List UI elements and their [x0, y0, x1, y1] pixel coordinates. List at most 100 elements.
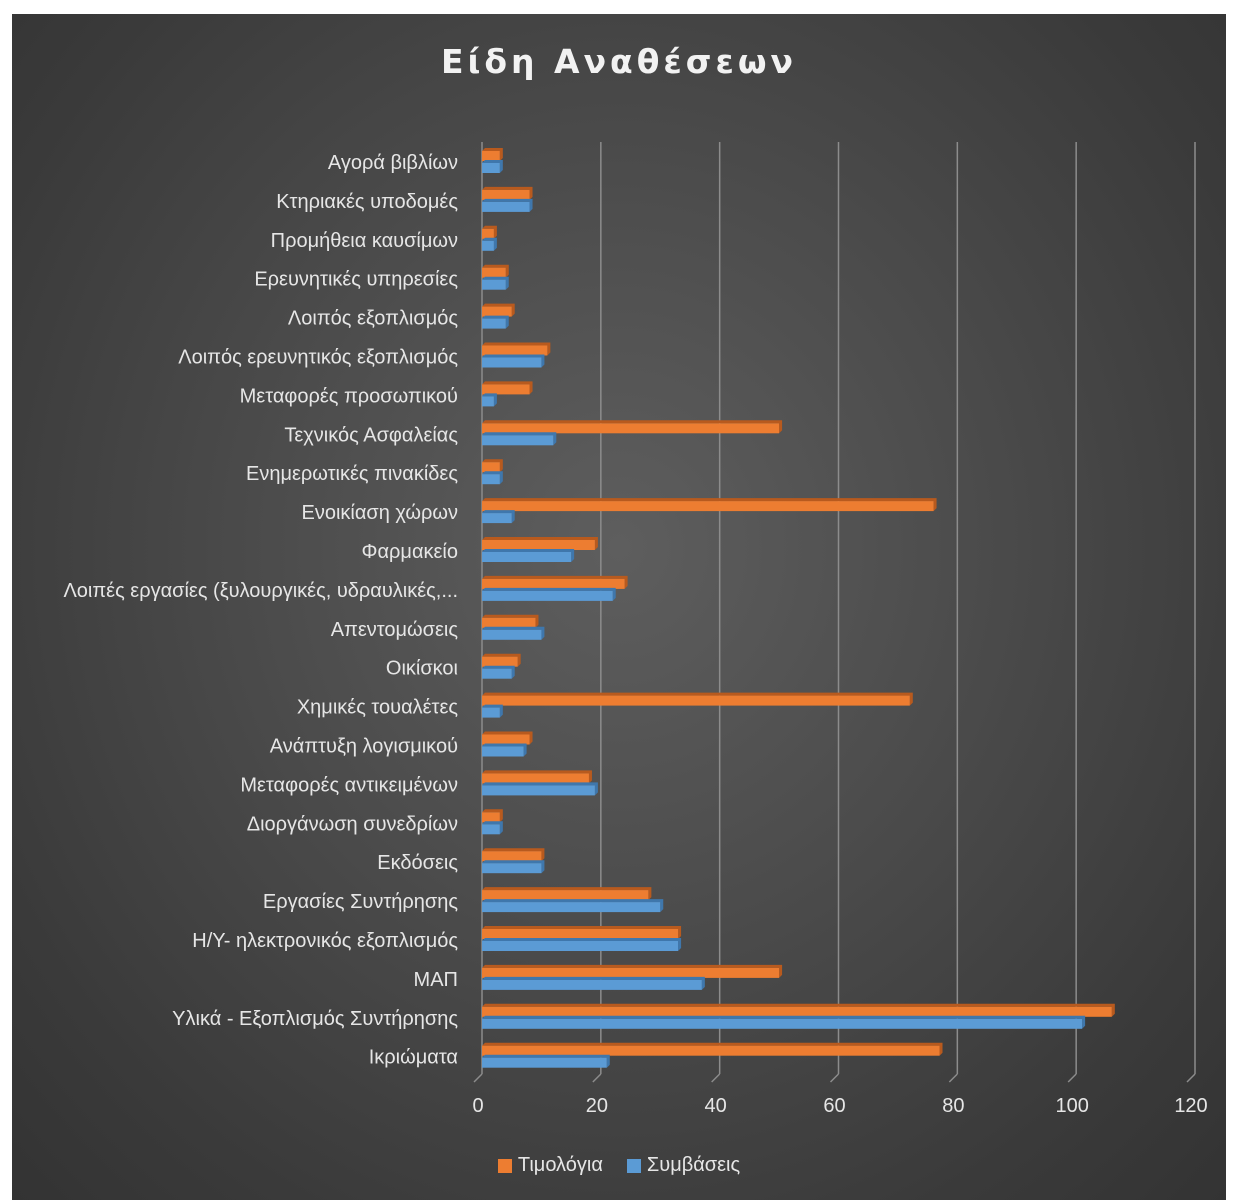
- category-label: Απεντομώσεις: [331, 619, 459, 641]
- bar-depth: [482, 1042, 943, 1056]
- category-label: Τεχνικός Ασφαλείας: [284, 424, 458, 446]
- bar-depth: [482, 276, 509, 290]
- category-label: Κτηριακές υποδομές: [276, 191, 458, 213]
- x-tick-label: 100: [1055, 1095, 1088, 1117]
- bar-chart: Αγορά βιβλίων Κτηριακές υποδομές Προμήθεια…: [63, 142, 1208, 1117]
- x-axis-ticks: 0 20 40 60 80 100 120: [472, 1095, 1207, 1117]
- bar-invoices: [482, 812, 500, 823]
- category-label: Ενοικίαση χώρων: [301, 502, 458, 524]
- bar-depth: [482, 743, 527, 757]
- gridline-foot-100: [1067, 1073, 1077, 1083]
- bars: [482, 148, 1115, 1068]
- category-label: Εκδόσεις: [377, 852, 458, 874]
- bar-contracts: [482, 513, 512, 524]
- bar-invoices: [482, 345, 548, 356]
- bar-depth: [482, 1003, 1115, 1017]
- legend-item-contracts: Συμβάσεις: [626, 1154, 741, 1177]
- bar-contracts: [482, 1057, 607, 1068]
- bar-depth: [482, 420, 783, 434]
- bar-invoices: [482, 617, 536, 628]
- bar-depth: [482, 342, 551, 356]
- bar-contracts: [482, 941, 679, 951]
- bar-depth: [482, 976, 705, 990]
- bar-invoices: [482, 151, 500, 161]
- bar-invoices: [482, 1006, 1112, 1017]
- bar-invoices: [482, 890, 649, 901]
- x-tick-label: 60: [823, 1095, 845, 1117]
- bar-depth: [482, 926, 682, 939]
- category-label: Ερευνητικές υπηρεσίες: [254, 269, 458, 291]
- gridline-foot-60: [829, 1073, 840, 1083]
- bar-contracts: [482, 163, 500, 173]
- bar-invoices: [482, 267, 506, 278]
- bar-depth: [482, 653, 521, 667]
- bar-depth: [482, 237, 497, 251]
- bar-depth: [482, 860, 545, 874]
- legend-label-invoices: Τιμολόγια: [517, 1154, 603, 1176]
- category-label: Η/Υ- ηλεκτρονικός εξοπλισμός: [192, 930, 458, 952]
- category-label: Φαρμακείο: [362, 541, 458, 563]
- bar-contracts: [482, 590, 613, 601]
- legend-swatch-invoices: [497, 1158, 512, 1173]
- bar-depth: [482, 731, 533, 745]
- legend-swatch-contracts: [626, 1158, 641, 1173]
- bar-depth: [482, 1054, 610, 1068]
- bar-contracts: [482, 746, 524, 757]
- bar-contracts: [482, 318, 506, 329]
- bar-contracts: [482, 435, 554, 446]
- bar-depth: [482, 587, 616, 601]
- category-label: Ενημερωτικές πινακίδες: [246, 463, 458, 485]
- gridlines: [473, 142, 1196, 1083]
- category-label: Μεταφορές προσωπικού: [240, 385, 458, 407]
- bar-depth: [482, 303, 515, 317]
- bar-invoices: [482, 656, 518, 667]
- category-label: Μεταφορές αντικειμένων: [240, 774, 458, 796]
- gridline-foot-80: [948, 1073, 958, 1083]
- bar-depth: [482, 148, 503, 161]
- bar-depth: [482, 510, 515, 524]
- bar-contracts: [482, 979, 702, 990]
- bar-depth: [482, 264, 509, 278]
- x-tick-label: 20: [586, 1095, 608, 1117]
- bar-depth: [482, 665, 515, 679]
- bar-contracts: [482, 240, 494, 251]
- bar-depth: [482, 471, 503, 485]
- bar-contracts: [482, 668, 512, 679]
- bar-depth: [482, 692, 913, 706]
- bar-depth: [482, 432, 557, 446]
- bar-depth: [482, 354, 545, 368]
- bar-depth: [482, 575, 628, 589]
- bar-invoices: [482, 384, 530, 395]
- bar-contracts: [482, 1018, 1083, 1029]
- bar-depth: [482, 848, 545, 862]
- gridline-foot-40: [711, 1073, 721, 1083]
- category-label: Διοργάνωση συνεδρίων: [247, 813, 458, 835]
- category-label: Αγορά βιβλίων: [328, 152, 458, 174]
- bar-contracts: [482, 552, 572, 562]
- bar-depth: [482, 315, 509, 329]
- bar-invoices: [482, 1045, 940, 1056]
- bar-depth: [482, 809, 503, 823]
- bar-depth: [482, 393, 497, 407]
- bar-depth: [482, 887, 652, 901]
- category-label: Οικίσκοι: [386, 658, 458, 680]
- bar-depth: [482, 498, 937, 512]
- bar-invoices: [482, 734, 530, 745]
- bar-invoices: [482, 423, 780, 434]
- legend-label-contracts: Συμβάσεις: [646, 1154, 741, 1176]
- category-labels: Αγορά βιβλίων Κτηριακές υποδομές Προμήθεια…: [63, 152, 458, 1069]
- x-tick-label: 0: [472, 1095, 483, 1117]
- bar-contracts: [482, 396, 494, 407]
- bar-invoices: [482, 540, 595, 550]
- bar-depth: [482, 899, 664, 913]
- category-label: ΜΑΠ: [414, 969, 458, 991]
- bar-depth: [482, 1015, 1086, 1029]
- bar-depth: [482, 938, 682, 951]
- bar-invoices: [482, 929, 679, 939]
- bar-contracts: [482, 902, 661, 913]
- x-tick-label: 80: [942, 1095, 964, 1117]
- bar-contracts: [482, 629, 542, 640]
- bar-invoices: [482, 773, 589, 784]
- bar-invoices: [482, 306, 512, 317]
- bar-contracts: [482, 474, 500, 485]
